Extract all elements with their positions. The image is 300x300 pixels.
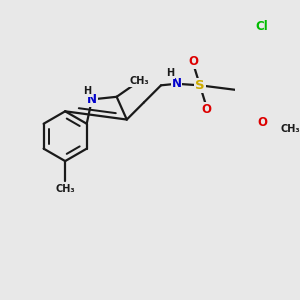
Text: CH₃: CH₃ (129, 76, 149, 86)
Text: S: S (195, 79, 205, 92)
Text: H: H (166, 68, 174, 78)
Text: O: O (189, 55, 199, 68)
Text: N: N (87, 93, 97, 106)
Text: O: O (201, 103, 211, 116)
Text: H: H (84, 86, 92, 96)
Text: O: O (257, 116, 267, 129)
Text: N: N (172, 77, 182, 90)
Text: CH₃: CH₃ (56, 184, 75, 194)
Text: Cl: Cl (256, 20, 268, 33)
Text: CH₃: CH₃ (280, 124, 300, 134)
